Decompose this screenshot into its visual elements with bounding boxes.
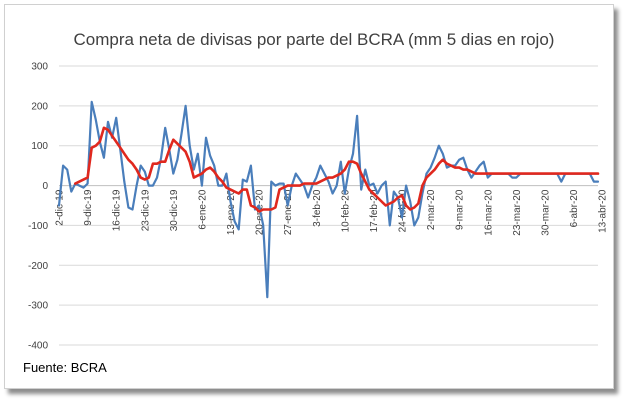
x-tick-label: 2-mar-20	[426, 189, 437, 230]
series-line-moving-average	[74, 126, 600, 213]
x-tick-label: 23-dic-19	[140, 189, 151, 231]
y-tick-label: -100	[28, 221, 48, 232]
x-tick-label: 10-feb-20	[340, 189, 351, 232]
y-tick-label: -200	[28, 261, 48, 272]
chart-title: Compra neta de divisas por parte del BCR…	[74, 30, 555, 49]
x-tick-label: 17-feb-20	[369, 189, 380, 232]
y-tick-label: 100	[31, 141, 48, 152]
y-tick-label: 200	[31, 101, 48, 112]
y-tick-label: 300	[31, 62, 48, 73]
x-tick-label: 30-dic-19	[169, 189, 180, 231]
x-tick-label: 9-mar-20	[455, 189, 466, 230]
y-axis-ticks: 300 200 100 0 -100 -200 -300 -400	[28, 62, 48, 352]
source-note: Fuente: BCRA	[23, 360, 107, 375]
grid-layer	[59, 65, 598, 346]
y-tick-label: -300	[28, 301, 48, 312]
x-axis-ticks: 2-dic-19 9-dic-19 16-dic-19 23-dic-19 30-dic…	[55, 189, 609, 236]
x-tick-label: 23-mar-20	[512, 189, 523, 236]
x-tick-label: 13-abr-20	[598, 189, 609, 233]
x-tick-label: 9-dic-19	[83, 189, 94, 226]
x-tick-label: 30-mar-20	[540, 189, 551, 236]
x-tick-label: 13-ene-20	[226, 189, 237, 235]
x-tick-label: 27-ene-20	[283, 189, 294, 235]
series-layer	[57, 100, 600, 299]
y-tick-label: -400	[28, 341, 48, 352]
y-tick-label: 0	[42, 181, 48, 192]
x-tick-label: 6-abr-20	[569, 189, 580, 227]
x-tick-label: 6-ene-20	[197, 189, 208, 229]
x-tick-label: 16-mar-20	[483, 189, 494, 236]
x-tick-label: 16-dic-19	[112, 189, 123, 231]
x-tick-label: 2-dic-19	[55, 189, 66, 226]
x-tick-label: 3-feb-20	[312, 189, 323, 227]
